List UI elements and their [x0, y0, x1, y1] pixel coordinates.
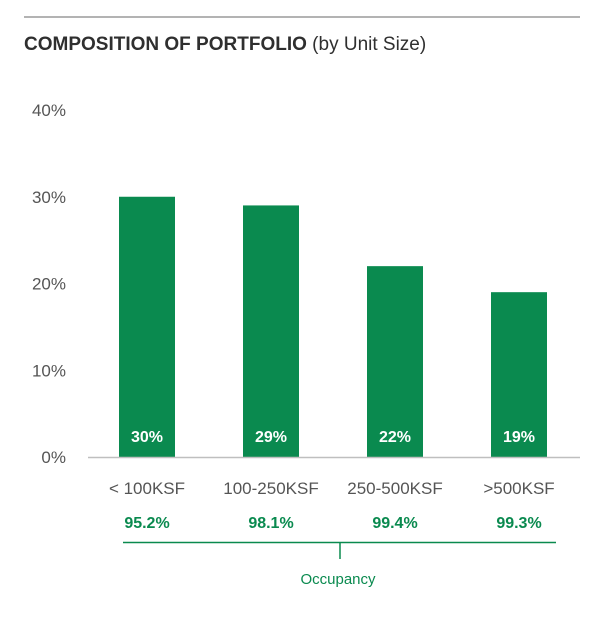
bar-1 — [243, 205, 299, 457]
occupancy-value-0: 95.2% — [124, 515, 169, 532]
x-category-label-3: >500KSF — [483, 479, 554, 498]
occupancy-label: Occupancy — [300, 571, 376, 588]
y-tick-label-2: 20% — [32, 275, 66, 294]
chart-title: COMPOSITION OF PORTFOLIO (by Unit Size) — [24, 34, 426, 56]
bar-0 — [119, 196, 175, 457]
bar-data-label-0: 30% — [131, 429, 163, 446]
bar-3 — [491, 292, 547, 457]
top-divider — [24, 16, 580, 18]
occupancy-value-1: 98.1% — [248, 515, 293, 532]
chart-title-subtitle: (by Unit Size) — [312, 34, 427, 55]
x-category-label-0: < 100KSF — [109, 479, 185, 498]
occupancy-value-3: 99.3% — [496, 515, 541, 532]
bar-data-label-2: 22% — [379, 429, 411, 446]
occupancy-value-2: 99.4% — [372, 515, 417, 532]
y-tick-label-4: 40% — [32, 101, 66, 120]
y-tick-label-0: 0% — [41, 448, 66, 467]
bar-data-label-1: 29% — [255, 429, 287, 446]
y-tick-label-1: 10% — [32, 361, 66, 380]
bar-data-label-3: 19% — [503, 429, 535, 446]
y-tick-label-3: 30% — [32, 188, 66, 207]
x-category-label-2: 250-500KSF — [347, 479, 442, 498]
chart-title-bold: COMPOSITION OF PORTFOLIO — [24, 34, 307, 55]
bar-2 — [367, 266, 423, 457]
x-category-label-1: 100-250KSF — [223, 479, 318, 498]
